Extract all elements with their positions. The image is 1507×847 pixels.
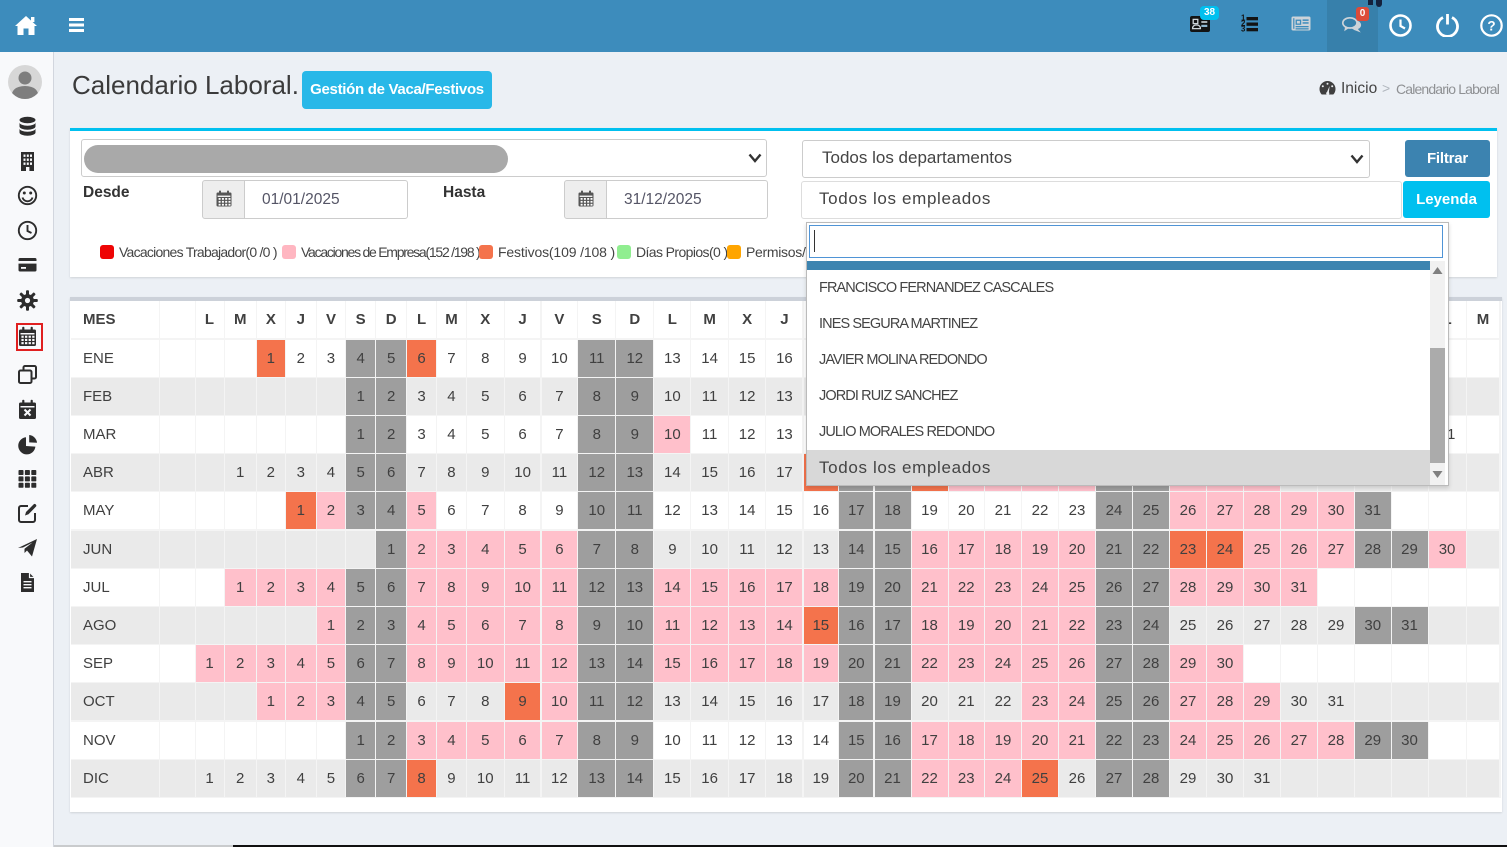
svg-text:?: ? — [1487, 18, 1495, 33]
svg-text:2: 2 — [1241, 19, 1246, 28]
svg-text:3: 3 — [1241, 25, 1246, 34]
svg-text:1: 1 — [1241, 14, 1246, 22]
